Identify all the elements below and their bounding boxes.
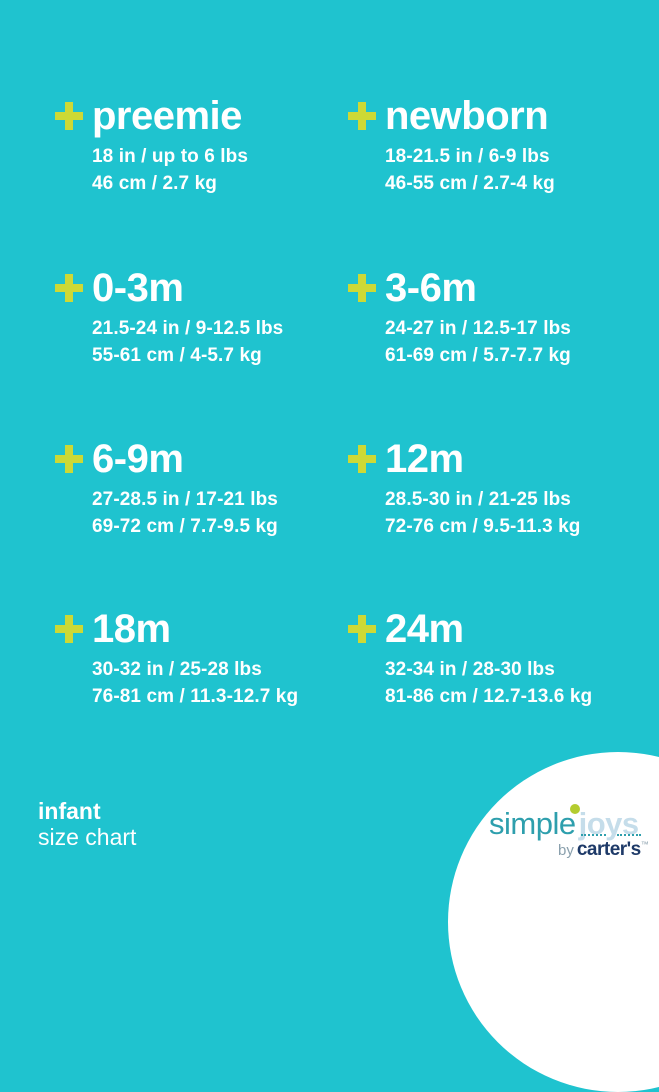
size-details: 24-27 in / 12.5-17 lbs 61-69 cm / 5.7-7.… — [385, 315, 571, 369]
size-metric: 55-61 cm / 4-5.7 kg — [92, 345, 262, 366]
size-cell-header: newborn — [348, 94, 555, 138]
size-metric: 76-81 cm / 11.3-12.7 kg — [92, 686, 299, 707]
size-name: preemie — [92, 94, 242, 138]
size-details: 18 in / up to 6 lbs 46 cm / 2.7 kg — [92, 143, 248, 197]
logo-j-dot-icon — [570, 804, 580, 814]
size-cell-header: 3-6m — [348, 266, 571, 310]
size-cell-newborn: newborn 18-21.5 in / 6-9 lbs 46-55 cm / … — [348, 94, 555, 197]
size-name: 12m — [385, 437, 464, 481]
size-imperial: 32-34 in / 28-30 lbs — [385, 659, 555, 680]
plus-icon — [348, 615, 376, 643]
size-details: 21.5-24 in / 9-12.5 lbs 55-61 cm / 4-5.7… — [92, 315, 283, 369]
logo-by-text: by — [558, 842, 574, 859]
size-details: 30-32 in / 25-28 lbs 76-81 cm / 11.3-12.… — [92, 656, 298, 710]
logo-dotted-underline — [617, 832, 641, 836]
plus-icon — [348, 274, 376, 302]
size-name: 3-6m — [385, 266, 477, 310]
size-imperial: 18-21.5 in / 6-9 lbs — [385, 146, 550, 167]
logo-byline: by carter's™ — [558, 839, 649, 861]
size-metric: 61-69 cm / 5.7-7.7 kg — [385, 345, 571, 366]
chart-title-category: infant — [38, 798, 101, 824]
chart-title-label: size chart — [38, 824, 137, 850]
size-name: newborn — [385, 94, 549, 138]
plus-icon — [55, 102, 83, 130]
size-details: 28.5-30 in / 21-25 lbs 72-76 cm / 9.5-11… — [385, 486, 581, 540]
size-name: 18m — [92, 607, 171, 651]
plus-icon — [348, 445, 376, 473]
size-imperial: 18 in / up to 6 lbs — [92, 146, 249, 167]
size-cell-12m: 12m 28.5-30 in / 21-25 lbs 72-76 cm / 9.… — [348, 437, 581, 540]
size-name: 24m — [385, 607, 464, 651]
size-metric: 46 cm / 2.7 kg — [92, 173, 217, 194]
size-metric: 81-86 cm / 12.7-13.6 kg — [385, 686, 593, 707]
size-metric: 46-55 cm / 2.7-4 kg — [385, 173, 555, 194]
plus-icon — [55, 274, 83, 302]
plus-icon — [348, 102, 376, 130]
size-cell-header: 6-9m — [55, 437, 278, 481]
size-metric: 69-72 cm / 7.7-9.5 kg — [92, 516, 278, 537]
size-imperial: 30-32 in / 25-28 lbs — [92, 659, 262, 680]
size-name: 0-3m — [92, 266, 184, 310]
size-cell-header: 12m — [348, 437, 581, 481]
size-details: 18-21.5 in / 6-9 lbs 46-55 cm / 2.7-4 kg — [385, 143, 555, 197]
size-name: 6-9m — [92, 437, 184, 481]
size-cell-header: 24m — [348, 607, 592, 651]
size-metric: 72-76 cm / 9.5-11.3 kg — [385, 516, 581, 537]
size-cell-header: 18m — [55, 607, 298, 651]
logo-brand-text: carter's — [576, 839, 641, 860]
size-imperial: 28.5-30 in / 21-25 lbs — [385, 489, 571, 510]
size-chart-page: { "theme": { "bg": "#1fc3cf", "text": "#… — [38, 94, 659, 1092]
size-details: 27-28.5 in / 17-21 lbs 69-72 cm / 7.7-9.… — [92, 486, 278, 540]
brand-logo: simplejoys — [489, 806, 639, 842]
size-cell-18m: 18m 30-32 in / 25-28 lbs 76-81 cm / 11.3… — [55, 607, 298, 710]
size-cell-preemie: preemie 18 in / up to 6 lbs 46 cm / 2.7 … — [55, 94, 248, 197]
size-cell-24m: 24m 32-34 in / 28-30 lbs 81-86 cm / 12.7… — [348, 607, 592, 710]
size-cell-header: 0-3m — [55, 266, 283, 310]
size-cell-3-6m: 3-6m 24-27 in / 12.5-17 lbs 61-69 cm / 5… — [348, 266, 571, 369]
size-imperial: 21.5-24 in / 9-12.5 lbs — [92, 318, 284, 339]
logo-dotted-underline — [581, 832, 606, 836]
plus-icon — [55, 445, 83, 473]
chart-title: infant size chart — [38, 798, 136, 850]
size-cell-header: preemie — [55, 94, 248, 138]
size-cell-6-9m: 6-9m 27-28.5 in / 17-21 lbs 69-72 cm / 7… — [55, 437, 278, 540]
size-details: 32-34 in / 28-30 lbs 81-86 cm / 12.7-13.… — [385, 656, 592, 710]
size-cell-0-3m: 0-3m 21.5-24 in / 9-12.5 lbs 55-61 cm / … — [55, 266, 283, 369]
size-imperial: 27-28.5 in / 17-21 lbs — [92, 489, 278, 510]
logo-circle — [448, 752, 659, 1092]
logo-tm-mark: ™ — [640, 840, 649, 849]
size-imperial: 24-27 in / 12.5-17 lbs — [385, 318, 571, 339]
plus-icon — [55, 615, 83, 643]
logo-simple-text: simple — [489, 806, 576, 841]
